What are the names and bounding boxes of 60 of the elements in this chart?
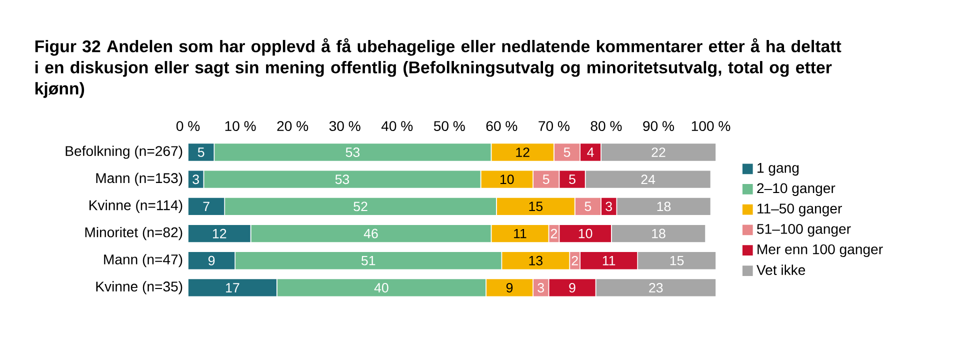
legend-label: 1 gang (758, 163, 799, 176)
legend-label: 51–100 ganger (757, 224, 851, 237)
legend-label: Vet ikke (756, 264, 806, 275)
data-label: 9 (208, 256, 215, 266)
data-label: 5 (569, 174, 576, 184)
data-label: 10 (578, 228, 592, 238)
x-tick-label: 50 % (434, 121, 465, 132)
data-label: 2 (572, 256, 578, 266)
data-label: 11 (514, 228, 526, 238)
x-tick-label: 100 % (692, 121, 730, 132)
data-label: 24 (641, 174, 656, 184)
data-label: 2 (550, 228, 558, 238)
data-label: 3 (606, 202, 612, 212)
data-label: 15 (529, 202, 543, 212)
data-label: 11 (602, 256, 616, 266)
x-tick-label: 30 % (329, 121, 360, 132)
data-label: 53 (335, 174, 350, 184)
data-label: 5 (542, 174, 550, 184)
x-tick-label: 40 % (381, 121, 413, 132)
data-label: 12 (516, 148, 530, 157)
x-tick-label: 20 % (277, 121, 308, 132)
data-label: 18 (652, 228, 666, 238)
x-tick-label: 70 % (538, 121, 570, 132)
data-label: 10 (500, 174, 514, 184)
data-label: 7 (203, 202, 210, 212)
legend-label: 2–10 ganger (757, 183, 836, 196)
y-tick-label: Befolkning (n=267) (66, 146, 182, 159)
data-label: 9 (506, 283, 513, 292)
data-label: 23 (649, 283, 663, 292)
x-tick-label: 10 % (225, 121, 256, 132)
data-label: 40 (374, 283, 388, 292)
x-tick-label: 0 % (176, 121, 200, 132)
data-label: 18 (657, 202, 671, 212)
y-tick-label: Mann (n=47) (104, 254, 182, 268)
data-label: 3 (538, 283, 544, 292)
y-tick-label: Minoritet (n=82) (85, 226, 182, 240)
y-tick-label: Kvinne (n=114) (90, 200, 182, 213)
legend-label: 11–50 ganger (758, 204, 842, 216)
data-label: 52 (354, 202, 368, 212)
y-tick-label: Mann (n=153) (96, 172, 182, 186)
data-label: 22 (652, 148, 666, 157)
data-label: 51 (361, 256, 376, 266)
data-label: 46 (364, 228, 378, 238)
data-label: 5 (198, 148, 204, 157)
x-tick-label: 80 % (590, 121, 622, 132)
data-label: 5 (584, 202, 592, 212)
data-label: 15 (670, 256, 684, 266)
data-label: 3 (192, 174, 199, 184)
data-label: 4 (587, 148, 594, 157)
data-label: 53 (346, 148, 360, 157)
x-tick-label: 60 % (486, 121, 518, 132)
data-label: 9 (569, 283, 576, 292)
data-label: 13 (529, 256, 542, 266)
data-label: 17 (226, 283, 240, 292)
data-label: 12 (212, 228, 226, 238)
y-tick-label: Kvinne (n=35) (96, 281, 182, 294)
chart-title: Figur 32 Andelen som har opplevd å få ubehagelige eller nedlatende kommentarer etter å ha deltatt i en diskusjon eller sagt sin mening offentlig (Befolkningsutvalg og minoritetsutvalg, total og etter kjønn) (35, 38, 842, 98)
x-tick-label: 90 % (643, 121, 674, 132)
legend-label: Mer enn 100 ganger (758, 244, 883, 258)
data-label: 5 (564, 148, 570, 157)
